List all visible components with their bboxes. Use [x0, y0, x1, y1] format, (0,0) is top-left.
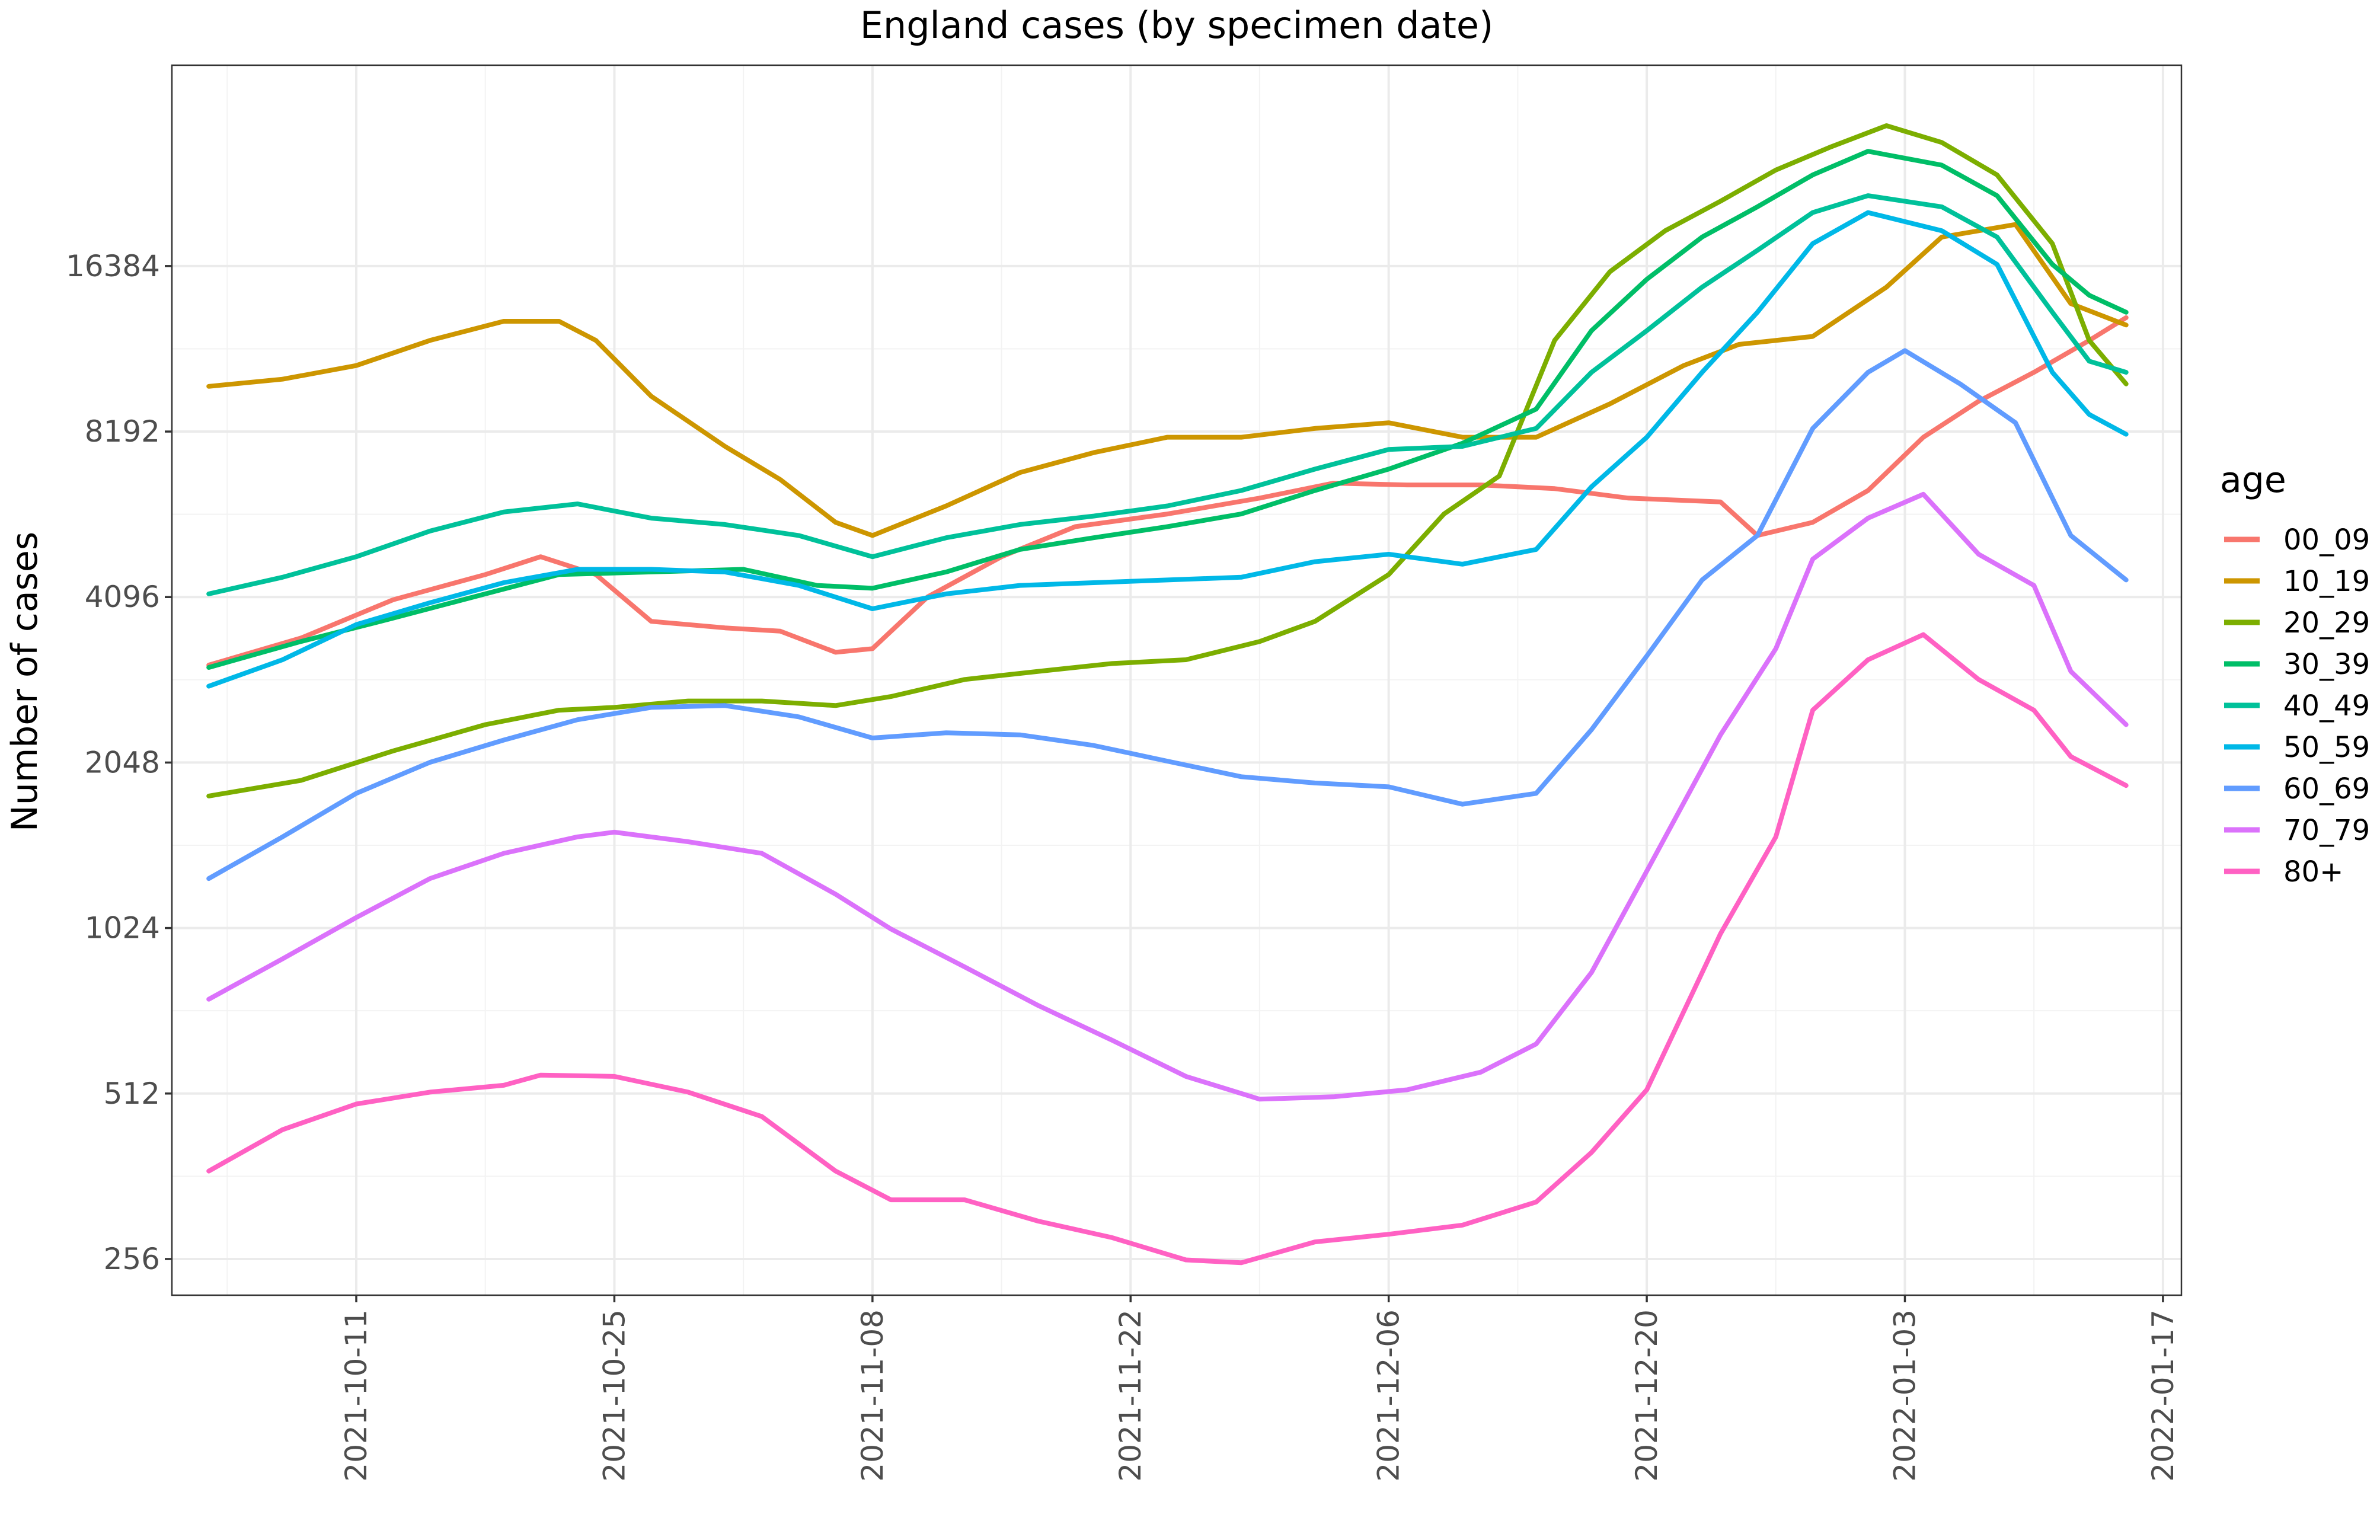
y-tick-label: 512 [104, 1076, 160, 1111]
x-tick-label: 2021-11-08 [855, 1309, 890, 1482]
legend-label-70_79: 70_79 [2283, 814, 2370, 847]
y-tick-label: 8192 [85, 414, 160, 449]
legend-label-30_39: 30_39 [2283, 648, 2370, 681]
legend-label-50_59: 50_59 [2283, 731, 2370, 764]
series-line-70_79 [206, 491, 2129, 1102]
legend-label-80+: 80+ [2283, 855, 2343, 889]
x-tick-label: 2021-10-25 [597, 1309, 631, 1482]
legend-label-00_09: 00_09 [2283, 523, 2370, 557]
x-tick-label: 2021-12-20 [1630, 1309, 1664, 1482]
legend: age 00_09 10_19 20_29 30_39 40_49 50_59 60_69 7… [2220, 459, 2370, 889]
series-line-40_49 [206, 193, 2129, 596]
x-tick-label: 2021-10-11 [339, 1309, 373, 1482]
series-line-30_39 [206, 149, 2129, 670]
plot-panel-border [171, 64, 2183, 1296]
series-lines [206, 123, 2129, 1266]
x-tick-label: 2021-11-22 [1113, 1309, 1148, 1482]
y-tick-label: 256 [104, 1242, 160, 1276]
legend-label-10_19: 10_19 [2283, 565, 2370, 598]
y-tick-label: 2048 [85, 745, 160, 779]
y-axis-title: Number of cases [4, 532, 46, 832]
series-line-60_69 [206, 348, 2129, 881]
x-tick-label: 2021-12-06 [1372, 1309, 1406, 1482]
y-tick-label: 1024 [85, 911, 160, 945]
x-tick-label: 2022-01-17 [2146, 1309, 2180, 1482]
chart-title: England cases (by specimen date) [860, 4, 1494, 47]
legend-label-60_69: 60_69 [2283, 772, 2370, 806]
x-tick-label: 2022-01-03 [1887, 1309, 1922, 1482]
series-line-50_59 [206, 210, 2129, 689]
y-tick-label: 4096 [85, 580, 160, 614]
x-axis: 2021-10-11 2021-10-25 2021-11-08 2021-11-22… [339, 1295, 2180, 1482]
y-tick-label: 16384 [66, 249, 160, 283]
y-axis: 256 512 1024 2048 4096 8192 16384 [66, 249, 172, 1276]
series-line-10_19 [206, 222, 2129, 538]
series-line-80+ [206, 632, 2129, 1266]
legend-title: age [2220, 459, 2286, 501]
legend-label-20_29: 20_29 [2283, 606, 2370, 640]
legend-label-40_49: 40_49 [2283, 689, 2370, 723]
series-line-20_29 [206, 123, 2129, 798]
